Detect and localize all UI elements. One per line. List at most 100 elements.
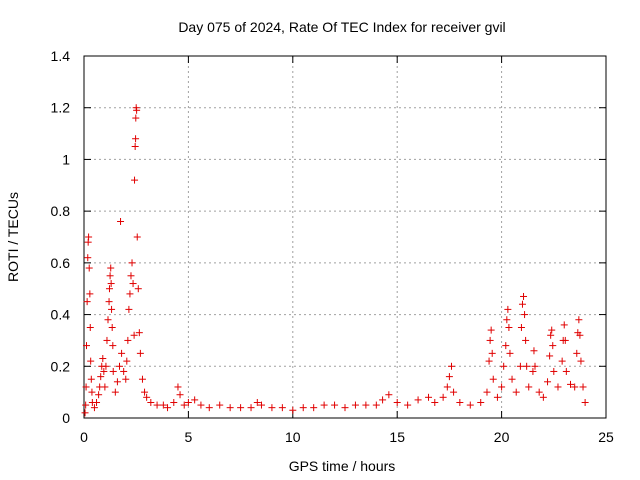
chart-title: Day 075 of 2024, Rate Of TEC Index for r… [178, 19, 505, 35]
grid-lines [84, 56, 606, 418]
data-point [289, 406, 297, 414]
data-point [372, 401, 380, 409]
y-tick-label: 1 [62, 151, 70, 167]
data-point [134, 285, 142, 293]
data-point [548, 326, 556, 334]
data-point [571, 383, 579, 391]
data-point [130, 331, 138, 339]
data-point [125, 305, 133, 313]
data-point [487, 326, 495, 334]
data-point [122, 375, 130, 383]
data-point [107, 264, 115, 272]
data-point [503, 316, 511, 324]
data-point [535, 388, 543, 396]
data-point [127, 272, 135, 280]
data-point [82, 383, 90, 391]
data-point [105, 298, 113, 306]
axis-ticks [83, 55, 607, 419]
data-point [544, 378, 552, 386]
data-point [83, 342, 91, 350]
data-point [404, 401, 412, 409]
data-point [445, 373, 453, 381]
x-tick-label: 5 [185, 429, 193, 445]
data-point [529, 367, 537, 375]
data-point [101, 383, 109, 391]
y-tick-label: 0.4 [51, 307, 71, 323]
data-point [133, 106, 141, 114]
data-point [466, 401, 474, 409]
data-point [560, 321, 568, 329]
data-point [341, 404, 349, 412]
data-point [197, 401, 205, 409]
data-point [539, 393, 547, 401]
data-point [498, 383, 506, 391]
data-point [82, 401, 90, 409]
data-point [93, 398, 101, 406]
data-point [253, 398, 261, 406]
data-point [81, 409, 89, 417]
data-point [502, 342, 510, 350]
data-point [100, 367, 108, 375]
data-point [113, 378, 121, 386]
data-point [506, 349, 514, 357]
data-point [567, 380, 575, 388]
data-point [493, 393, 501, 401]
data-point [107, 280, 115, 288]
data-point [558, 357, 566, 365]
data-point [147, 398, 155, 406]
data-point [523, 362, 531, 370]
data-point [431, 398, 439, 406]
data-point [531, 362, 539, 370]
data-point [576, 331, 584, 339]
y-axis-label: ROTI / TECUs [5, 192, 21, 282]
y-tick-label: 1.2 [51, 100, 71, 116]
y-tick-label: 0.8 [51, 203, 71, 219]
data-point [362, 401, 370, 409]
data-point [105, 285, 113, 293]
data-point [133, 233, 141, 241]
data-point [88, 388, 96, 396]
data-point [132, 114, 140, 122]
data-point [525, 383, 533, 391]
data-point [83, 298, 91, 306]
data-point [84, 254, 92, 262]
data-point [522, 336, 530, 344]
data-point [320, 401, 328, 409]
data-point [447, 362, 455, 370]
data-point [508, 375, 516, 383]
data-point [379, 396, 387, 404]
data-point [549, 342, 557, 350]
data-point [512, 388, 520, 396]
data-point [143, 393, 151, 401]
data-point [575, 316, 583, 324]
data-point [129, 280, 137, 288]
data-point [136, 349, 144, 357]
data-points [81, 104, 589, 417]
y-tick-labels: 0 0.2 0.4 0.6 0.8 1 1.2 1.4 [51, 48, 71, 426]
data-point [414, 396, 422, 404]
data-point [573, 349, 581, 357]
data-point [331, 401, 339, 409]
data-point [205, 404, 213, 412]
data-point [247, 404, 255, 412]
data-point [561, 336, 569, 344]
data-point [486, 336, 494, 344]
data-point [581, 398, 589, 406]
data-point [106, 272, 114, 280]
data-point [131, 143, 139, 150]
data-point [174, 383, 182, 391]
data-point [123, 357, 131, 365]
data-point [159, 401, 167, 409]
data-point [299, 404, 307, 412]
data-point [115, 362, 123, 370]
data-point [85, 233, 93, 241]
x-tick-label: 25 [598, 429, 614, 445]
data-point [577, 357, 585, 365]
data-point [138, 375, 146, 383]
data-point [95, 391, 103, 399]
x-tick-label: 20 [494, 429, 510, 445]
data-point [118, 349, 126, 357]
data-point [184, 398, 192, 406]
data-point [86, 324, 94, 331]
